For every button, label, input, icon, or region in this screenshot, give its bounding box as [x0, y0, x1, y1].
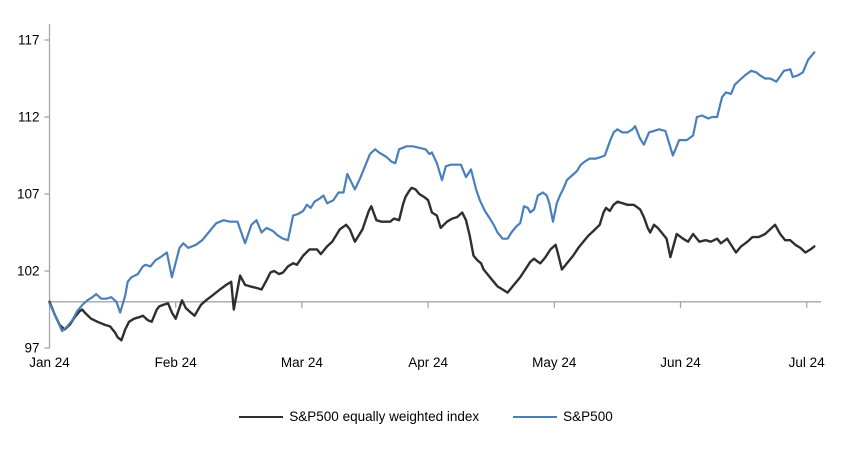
- y-tick-label: 117: [18, 33, 40, 48]
- series-line-sp500-equal-weight: [48, 186, 816, 342]
- x-tick-label: Jun 24: [660, 355, 701, 370]
- y-tick-label: 112: [18, 110, 40, 125]
- x-tick-label: May 24: [532, 355, 577, 370]
- x-tick-label: Jul 24: [789, 355, 826, 370]
- series-line-sp500: [48, 51, 816, 333]
- legend-line-swatch-dark: [239, 415, 284, 418]
- y-tick-label: 107: [17, 187, 40, 202]
- y-tick-label: 97: [24, 341, 39, 356]
- legend-label-sp500: S&P500: [563, 409, 613, 424]
- x-tick-label: Feb 24: [155, 355, 198, 370]
- y-tick-label: 102: [17, 264, 40, 279]
- x-tick-label: Jan 24: [29, 355, 70, 370]
- x-tick-label: Apr 24: [408, 355, 448, 370]
- legend-item-sp500-equal-weight: S&P500 equally weighted index: [239, 409, 479, 424]
- legend-line-swatch-blue: [513, 415, 558, 418]
- legend-item-sp500: S&P500: [513, 409, 613, 424]
- legend-label-sp500-equal-weight: S&P500 equally weighted index: [289, 409, 480, 424]
- x-tick-label: Mar 24: [281, 355, 324, 370]
- chart-legend: S&P500 equally weighted index S&P500: [0, 409, 852, 424]
